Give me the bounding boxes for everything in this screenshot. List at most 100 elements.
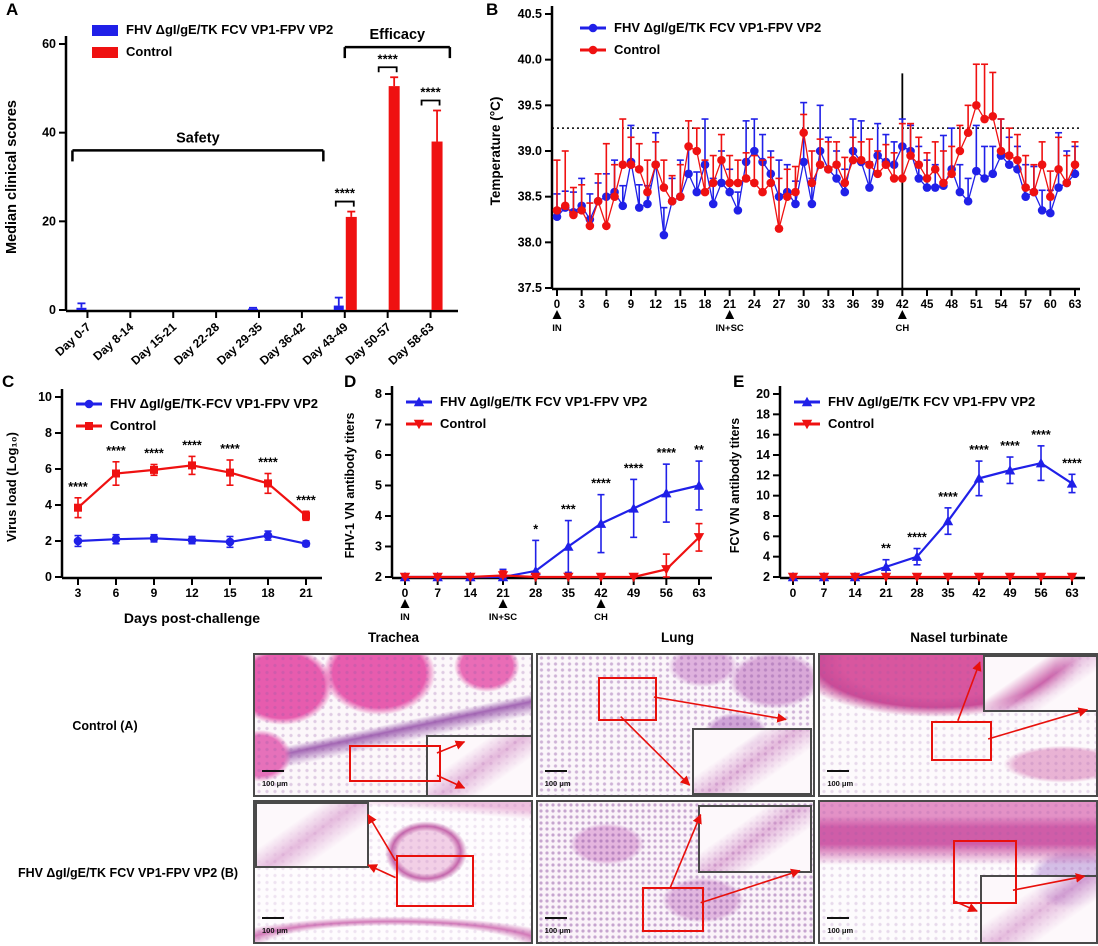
svg-text:15: 15 [223,586,237,600]
treatment-arrows: IN IN+SC CH [400,599,608,623]
svg-text:****: **** [938,490,958,504]
svg-text:12: 12 [756,468,770,482]
panel-a-bar-chart: 0 20 40 60 Day 0-7 Day 8-14 Day 15-21 Day 22-28… [0,2,470,373]
svg-text:0: 0 [554,299,560,311]
svg-text:8: 8 [45,426,52,440]
svg-text:7: 7 [375,418,382,432]
svg-text:38.0: 38.0 [518,235,542,249]
significance-marker: **** [420,85,442,106]
svg-text:40.5: 40.5 [518,7,542,21]
series-vaccine [399,460,705,582]
legend-item-vaccine: FHV ΔgI/gE/TK FCV VP1-FPV VP2 [580,20,821,35]
svg-text:12: 12 [185,586,199,600]
svg-text:****: **** [68,480,88,494]
svg-text:39: 39 [871,299,884,311]
svg-text:10: 10 [38,390,52,404]
svg-text:57: 57 [1019,299,1032,311]
scale-bar-label: 100 μm [544,926,571,935]
svg-text:****: **** [378,51,399,66]
scale-bar: 100 μm [544,770,571,791]
svg-text:56: 56 [660,586,674,600]
significance-marker: **** [335,186,356,207]
svg-text:****: **** [657,446,677,460]
svg-text:****: **** [335,186,356,201]
scale-bar-label: 100 μm [262,926,288,935]
scale-bar: 100 μm [827,917,853,938]
svg-text:51: 51 [970,299,983,311]
svg-text:21: 21 [723,299,736,311]
svg-text:Day 15-21: Day 15-21 [128,320,179,368]
svg-text:48: 48 [945,299,958,311]
histology-column-header-trachea: Trachea [367,630,420,645]
series-control [552,63,1080,233]
significance-markers: ************** ************ [881,428,1082,556]
svg-text:IN+SC: IN+SC [489,612,517,623]
series-control [787,572,1078,583]
svg-text:****: **** [296,493,316,507]
phase-bracket-efficacy: Efficacy [343,27,452,59]
histology-column-header-lung: Lung [661,630,694,645]
legend-item-vaccine: FHV ΔgI/gE/TK FCV VP1-FPV VP2 [794,394,1035,409]
svg-text:Days post-challenge: Days post-challenge [124,610,260,626]
svg-text:0: 0 [790,586,797,600]
svg-text:Control: Control [828,416,874,431]
svg-text:Day 50-57: Day 50-57 [343,320,394,368]
roi-rectangle [930,720,993,762]
panel-b-chart: 37.538.038.539.039.540.040.50 3 6 9 12 15 18 21… [488,6,1081,334]
svg-text:2: 2 [375,570,382,584]
svg-text:0: 0 [45,570,52,584]
svg-text:35: 35 [941,586,955,600]
svg-text:18: 18 [699,299,712,311]
svg-text:10: 10 [756,489,770,503]
magnified-inset [692,727,812,795]
scale-bar-label: 100 μm [262,779,288,788]
svg-text:FHV ΔgI/gE/TK FCV VP1-FPV VP2: FHV ΔgI/gE/TK FCV VP1-FPV VP2 [440,394,647,409]
significance-marker: **** [378,51,399,73]
significance-markers: **** **** **** **** **** **** **** [68,438,316,507]
histology-image-nasal-turbinate-vaccine: 100 μm [818,800,1098,944]
svg-text:6: 6 [113,586,120,600]
svg-text:**: ** [881,542,891,556]
svg-text:14: 14 [848,586,862,600]
svg-text:60: 60 [42,37,56,51]
magnified-inset [255,802,370,868]
svg-text:60: 60 [1044,299,1057,311]
svg-text:6: 6 [603,299,609,311]
series-vaccine [73,530,311,549]
svg-text:0: 0 [49,303,56,317]
svg-text:5: 5 [375,479,382,493]
svg-text:***: *** [561,503,576,517]
svg-text:56: 56 [1034,586,1048,600]
svg-text:54: 54 [995,299,1008,311]
series-vaccine [787,445,1078,582]
axes: 0 2 4 6 8 10 3 6 9 12 15 18 21 [38,389,322,600]
svg-text:42: 42 [594,586,608,600]
svg-text:CH: CH [594,612,608,623]
svg-text:45: 45 [921,299,934,311]
svg-text:42: 42 [972,586,986,600]
svg-text:49: 49 [1003,586,1017,600]
svg-text:30: 30 [797,299,810,311]
svg-text:20: 20 [756,387,770,401]
svg-text:****: **** [258,456,278,470]
axes: 37.538.038.539.039.540.040.50 3 6 9 12 15 18 21… [518,6,1081,311]
svg-text:Control: Control [126,44,172,59]
histology-image-lung-vaccine: 100 μm [535,800,816,944]
roi-rectangle [952,839,1018,904]
histology-image-trachea-vaccine: 100 μm [253,800,533,944]
svg-text:16: 16 [756,428,770,442]
svg-text:FHV ΔgI/gE/TK-FCV VP1-FPV VP2: FHV ΔgI/gE/TK-FCV VP1-FPV VP2 [110,396,318,411]
svg-text:Efficacy: Efficacy [370,27,426,43]
scale-bar-label: 100 μm [544,779,571,788]
histology-image-nasal-turbinate-control: 100 μm [818,653,1098,797]
scale-bar-line [544,770,567,772]
panel-label-b: B [486,0,499,19]
svg-text:Day 22-28: Day 22-28 [171,320,222,368]
svg-text:6: 6 [763,529,770,543]
svg-text:Day 36-42: Day 36-42 [257,320,308,368]
svg-text:****: **** [220,442,240,456]
svg-text:IN: IN [552,323,562,334]
